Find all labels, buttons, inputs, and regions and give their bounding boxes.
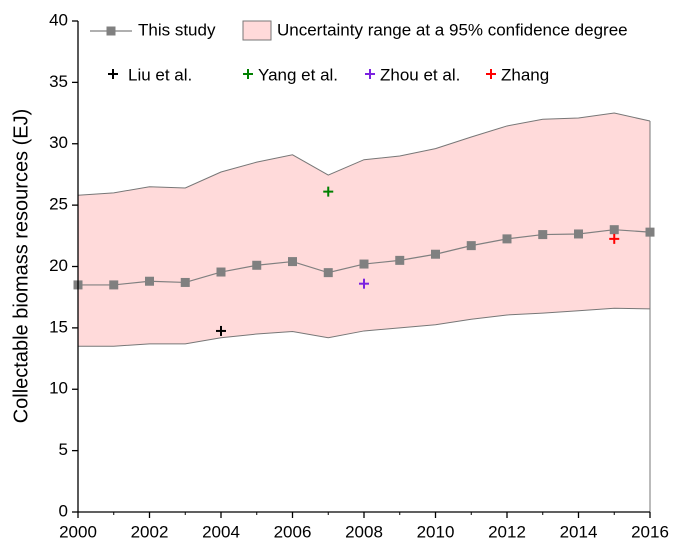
x-tick-label: 2012 xyxy=(488,522,526,541)
y-tick-label: 15 xyxy=(49,317,68,336)
series-marker xyxy=(180,277,190,287)
legend-label: Uncertainty range at a 95% confidence de… xyxy=(277,20,628,39)
legend-label: Zhang xyxy=(501,65,549,84)
y-axis-label: Collectable biomass resources (EJ) xyxy=(10,109,32,424)
y-tick-label: 5 xyxy=(59,440,68,459)
x-tick-label: 2004 xyxy=(202,522,240,541)
x-tick-label: 2002 xyxy=(131,522,169,541)
x-tick-label: 2008 xyxy=(345,522,383,541)
y-tick-label: 25 xyxy=(49,195,68,214)
series-marker xyxy=(323,268,333,278)
series-marker xyxy=(395,255,405,265)
legend-cross xyxy=(243,69,253,79)
legend-label: This study xyxy=(138,20,216,39)
x-tick-label: 2014 xyxy=(560,522,598,541)
legend-label: Yang et al. xyxy=(258,65,338,84)
legend-cross xyxy=(108,69,118,79)
x-tick-label: 2010 xyxy=(417,522,455,541)
y-tick-label: 10 xyxy=(49,379,68,398)
series-marker xyxy=(645,227,655,237)
legend-band-swatch xyxy=(242,20,272,41)
study-point xyxy=(609,233,620,244)
legend-cross xyxy=(486,69,496,79)
y-tick-label: 30 xyxy=(49,133,68,152)
y-tick-label: 40 xyxy=(49,10,68,29)
series-marker xyxy=(466,241,476,251)
series-marker xyxy=(216,267,226,277)
series-marker xyxy=(609,225,619,235)
study-point xyxy=(359,278,369,289)
series-marker xyxy=(502,234,512,244)
legend-label: Liu et al. xyxy=(128,65,192,84)
series-marker xyxy=(145,276,154,286)
legend-label: Zhou et al. xyxy=(380,65,460,84)
x-tick-label: 2000 xyxy=(59,522,97,541)
band-lower-edge xyxy=(78,307,651,347)
y-tick-label: 20 xyxy=(49,256,68,275)
series-marker xyxy=(288,257,297,267)
y-tick-label: 35 xyxy=(49,72,68,91)
legend-cross xyxy=(365,69,375,79)
series-marker xyxy=(574,229,583,239)
y-tick-label: 0 xyxy=(59,501,68,520)
series-marker xyxy=(109,280,119,290)
series-marker xyxy=(431,249,440,259)
study-point xyxy=(323,186,334,197)
study-point xyxy=(216,325,226,336)
series-marker xyxy=(252,260,262,270)
series-marker xyxy=(538,230,548,240)
band-upper-edge xyxy=(77,112,651,196)
legend-marker xyxy=(106,26,116,36)
uncertainty-fill xyxy=(78,113,650,347)
x-tick-label: 2016 xyxy=(631,522,669,541)
series-marker xyxy=(359,259,369,269)
x-tick-label: 2006 xyxy=(274,522,312,541)
